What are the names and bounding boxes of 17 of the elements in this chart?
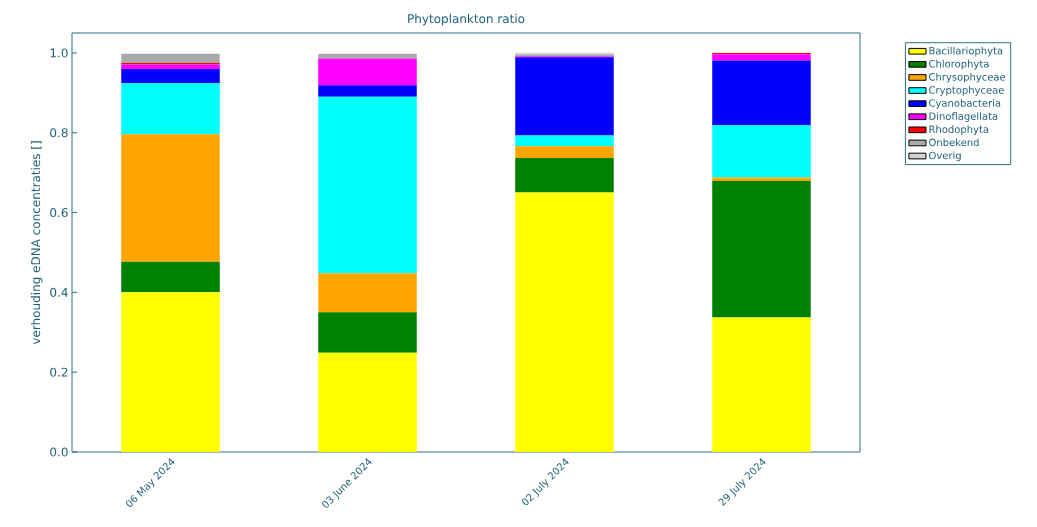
y-tick-label: 1.0 xyxy=(50,48,68,58)
y-tick-label: 0.8 xyxy=(50,128,68,138)
legend-label: Bacillariophyta xyxy=(929,46,1003,57)
legend-label: Overig xyxy=(929,151,961,162)
y-tick-label: 0.4 xyxy=(50,287,68,297)
y-axis-title: verhouding eDNA concentraties [] xyxy=(30,141,43,345)
chart-title: Phytoplankton ratio xyxy=(408,13,525,26)
legend-label: Chlorophyta xyxy=(929,59,989,70)
y-tick-label: 0.2 xyxy=(50,367,68,377)
y-tick-label: 0.6 xyxy=(50,208,68,218)
legend-label: Cryptophyceae xyxy=(929,86,1004,96)
legend-label: Dinoflagellata xyxy=(929,112,998,122)
legend-label: Onbekend xyxy=(929,138,979,147)
y-tick-label: 0.0 xyxy=(50,447,68,457)
legend-label: Rhodophyta xyxy=(929,125,989,135)
legend-label: Chrysophyceae xyxy=(929,72,1006,83)
legend-label: Cyanobacteria xyxy=(929,99,1001,109)
